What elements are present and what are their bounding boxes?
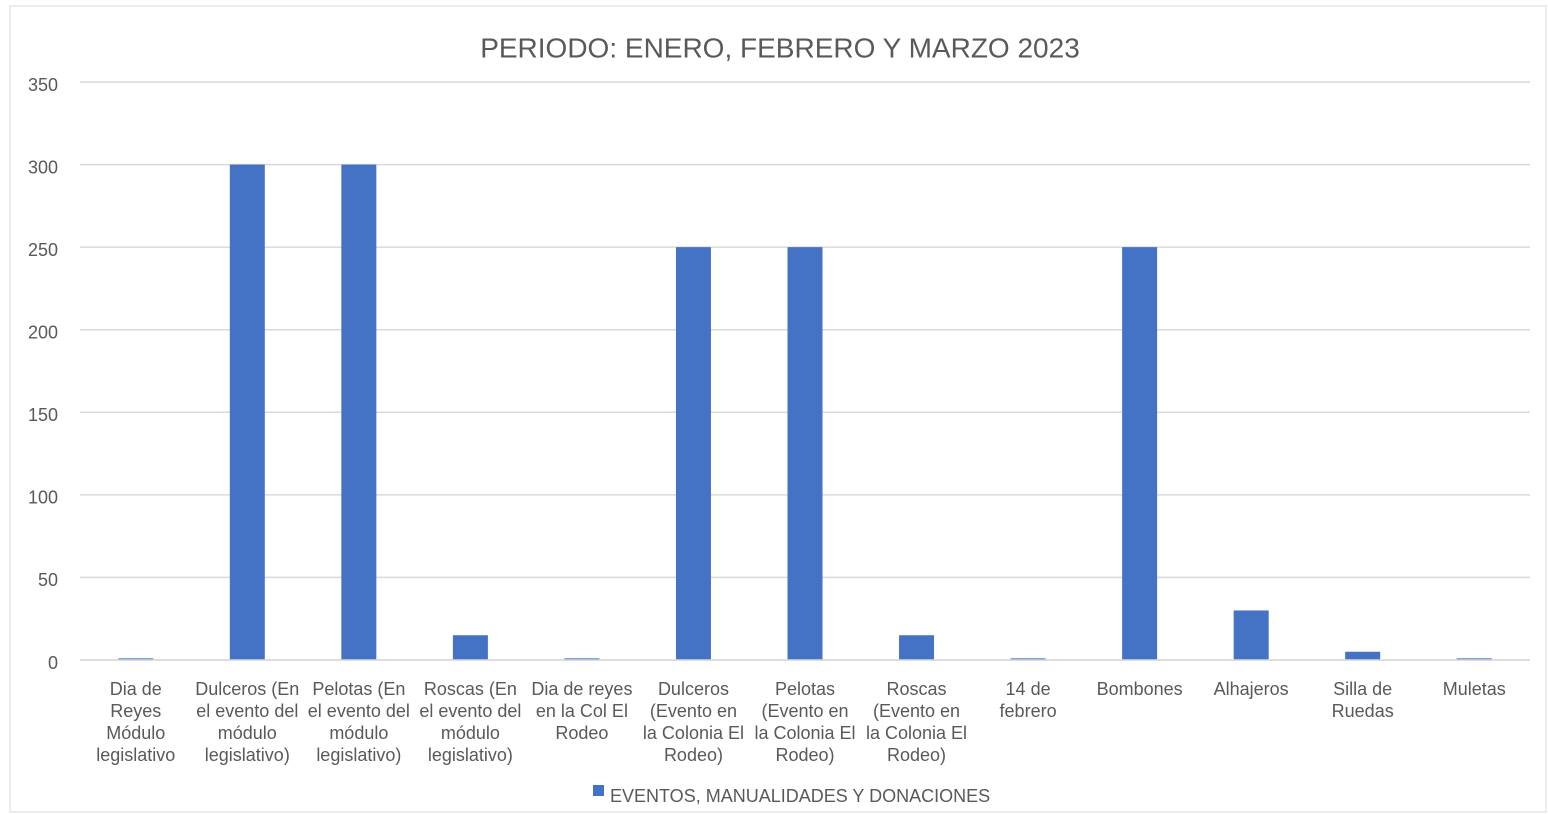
y-tick-label: 100 <box>28 488 58 508</box>
x-tick-label: Dia de Reyes Módulo legislativo <box>96 679 175 765</box>
bar <box>787 247 823 660</box>
chart-title: PERIODO: ENERO, FEBRERO Y MARZO 2023 <box>480 32 1080 63</box>
legend-swatch <box>593 785 604 796</box>
x-tick-label: Roscas (En el evento del módulo legislativo… <box>419 679 521 765</box>
bar <box>118 658 154 660</box>
bar <box>341 164 377 661</box>
x-tick-label: Muletas <box>1443 679 1506 699</box>
y-tick-label: 300 <box>28 157 58 177</box>
y-tick-label: 350 <box>28 75 58 95</box>
bar <box>452 635 488 660</box>
x-tick-label: 14 de febrero <box>1000 679 1057 721</box>
x-tick-label: Silla de Ruedas <box>1332 679 1394 721</box>
x-tick-label: Roscas (Evento en la Colonia El Rodeo) <box>866 679 967 765</box>
x-tick-label: Dulceros (Evento en la Colonia El Rodeo) <box>643 679 744 765</box>
x-tick-label: Alhajeros <box>1214 679 1289 699</box>
x-tick-label: Pelotas (En el evento del módulo legislativ… <box>308 679 410 765</box>
bar <box>675 247 711 660</box>
x-tick-label: Dulceros (En el evento del módulo legislati… <box>195 679 299 765</box>
legend-label: EVENTOS, MANUALIDADES Y DONACIONES <box>610 786 990 806</box>
y-tick-label: 200 <box>28 322 58 342</box>
bar <box>564 658 600 660</box>
bar <box>1345 651 1381 660</box>
y-tick-label: 250 <box>28 240 58 260</box>
bar <box>229 164 265 661</box>
y-tick-label: 150 <box>28 405 58 425</box>
bar <box>1233 610 1269 660</box>
y-tick-label: 0 <box>48 653 58 673</box>
bar <box>899 635 935 660</box>
chart-frame <box>9 5 1547 813</box>
x-tick-label: Dia de reyes en la Col El Rodeo <box>531 679 632 743</box>
bar <box>1122 247 1158 660</box>
bar <box>1010 658 1046 660</box>
bar <box>1456 658 1492 660</box>
x-tick-label: Pelotas (Evento en la Colonia El Rodeo) <box>754 679 855 765</box>
x-tick-label: Bombones <box>1097 679 1183 699</box>
y-tick-label: 50 <box>38 570 58 590</box>
